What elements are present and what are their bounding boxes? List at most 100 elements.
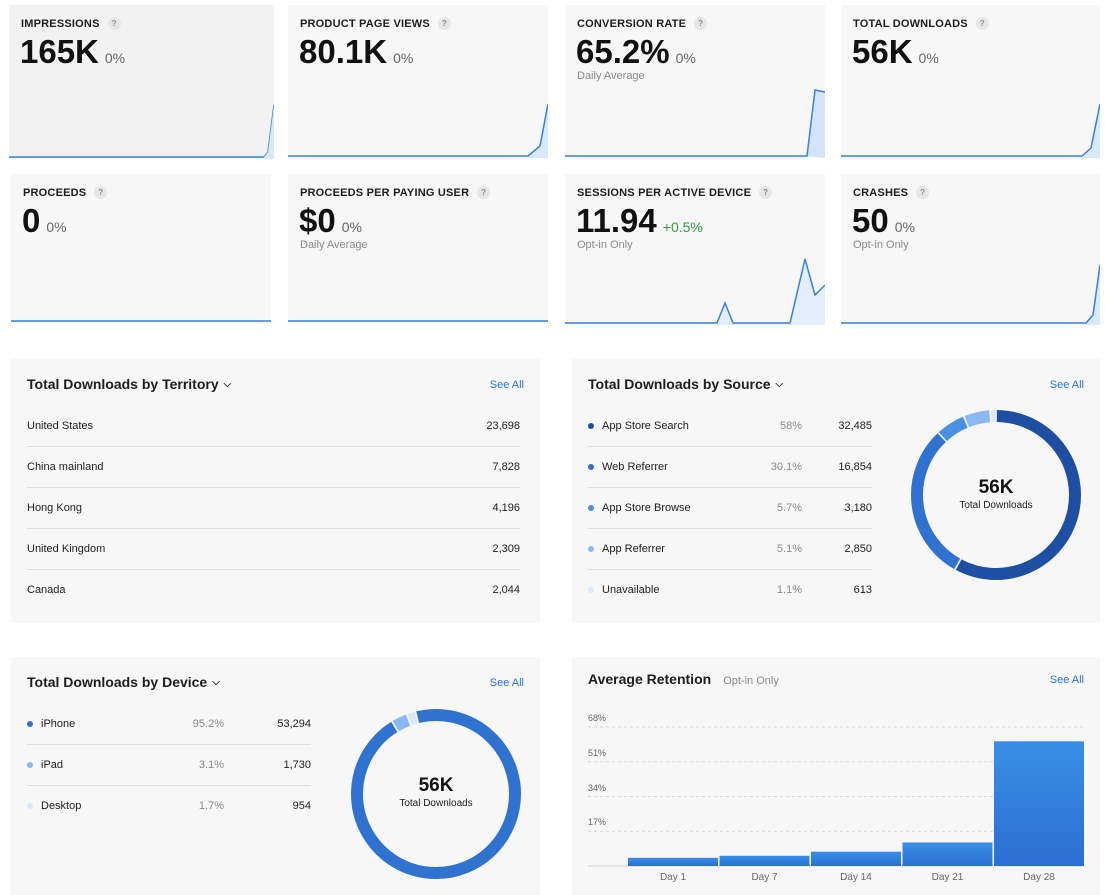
metric-card-proceeds[interactable]: PROCEEDS? 0 0%: [11, 174, 271, 324]
donut-slice[interactable]: [955, 410, 1081, 580]
source-see-all-link[interactable]: See All: [1049, 379, 1084, 391]
metric-change: 0%: [675, 50, 696, 66]
device-donut-chart: [351, 709, 521, 879]
device-percent: 1.7%: [198, 800, 224, 812]
y-tick-label: 34%: [588, 782, 607, 793]
donut-slice[interactable]: [964, 410, 991, 428]
chevron-down-icon[interactable]: ⌵: [223, 379, 232, 390]
help-icon[interactable]: ?: [94, 186, 108, 199]
metric-change: 0%: [341, 219, 362, 235]
list-item[interactable]: iPhone 95.2% 53,294: [27, 704, 311, 745]
metric-title: PRODUCT PAGE VIEWS?: [300, 17, 451, 30]
retention-bar[interactable]: [902, 842, 993, 866]
donut-slice[interactable]: [407, 711, 418, 726]
donut-slice[interactable]: [351, 709, 521, 879]
territory-see-all-link[interactable]: See All: [489, 379, 524, 391]
list-item[interactable]: United Kingdom 2,309: [27, 529, 520, 570]
source-list: App Store Search 58% 32,485 Web Referrer 30…: [588, 406, 872, 610]
list-item[interactable]: App Store Search 58% 32,485: [588, 406, 872, 447]
metric-title: SESSIONS PER ACTIVE DEVICE?: [577, 186, 773, 199]
source-name: Unavailable: [602, 584, 660, 596]
legend-dot: [588, 505, 594, 511]
territory-value: 2,309: [492, 543, 520, 555]
legend-dot: [27, 803, 33, 809]
retention-bar[interactable]: [628, 857, 718, 866]
retention-bar[interactable]: [994, 741, 1084, 866]
metric-card-proceeds-per-paying-user[interactable]: PROCEEDS PER PAYING USER? $0 0% Daily Ave…: [288, 174, 548, 324]
chevron-down-icon[interactable]: ⌵: [775, 379, 784, 390]
help-icon[interactable]: ?: [759, 186, 773, 199]
retention-bar[interactable]: [811, 851, 901, 866]
metric-value: 165K 0%: [20, 33, 126, 70]
metric-title: CRASHES?: [853, 186, 930, 199]
territory-panel-title[interactable]: Total Downloads by Territory ⌵: [27, 376, 232, 392]
help-icon[interactable]: ?: [437, 17, 451, 30]
legend-dot: [588, 464, 594, 470]
source-value: 2,850: [844, 543, 872, 555]
territory-value: 23,698: [486, 420, 520, 432]
list-item[interactable]: Desktop 1.7% 954: [27, 786, 311, 826]
source-name: Web Referrer: [602, 461, 668, 473]
metric-card-crashes[interactable]: CRASHES? 50 0% Opt-in Only: [841, 174, 1100, 325]
help-icon[interactable]: ?: [916, 186, 930, 199]
source-donut-chart: [911, 410, 1081, 580]
chevron-down-icon[interactable]: ⌵: [212, 677, 220, 688]
source-panel-title[interactable]: Total Downloads by Source ⌵: [588, 376, 784, 392]
x-tick-label: Day 7: [751, 872, 778, 883]
metric-value: 0 0%: [22, 202, 67, 239]
list-item[interactable]: Canada 2,044: [27, 570, 520, 610]
list-item[interactable]: Unavailable 1.1% 613: [588, 570, 872, 610]
territory-name: Canada: [27, 584, 66, 596]
metric-value: 80.1K 0%: [299, 33, 414, 70]
retention-bar[interactable]: [719, 855, 810, 866]
list-item[interactable]: Hong Kong 4,196: [27, 488, 520, 529]
legend-dot: [588, 546, 594, 552]
territory-list: United States 23,698 China mainland 7,828 …: [27, 406, 520, 610]
device-see-all-link[interactable]: See All: [489, 677, 524, 689]
y-tick-label: 51%: [588, 747, 607, 758]
source-panel: Total Downloads by Source ⌵ See All App S…: [572, 359, 1100, 623]
list-item[interactable]: iPad 3.1% 1,730: [27, 745, 311, 786]
device-name: iPad: [41, 759, 64, 771]
retention-subtitle: Opt-in Only: [723, 675, 779, 687]
list-item[interactable]: App Store Browse 5.7% 3,180: [588, 488, 872, 529]
y-tick-label: 17%: [588, 817, 607, 828]
source-value: 32,485: [838, 420, 872, 432]
metric-card-conversion-rate[interactable]: CONVERSION RATE? 65.2% 0% Daily Average: [565, 5, 825, 158]
list-item[interactable]: App Referrer 5.1% 2,850: [588, 529, 872, 570]
x-tick-label: Day 1: [659, 872, 687, 883]
total-downloads-sparkline: [841, 103, 1100, 158]
territory-name: United Kingdom: [27, 543, 106, 555]
device-panel: Total Downloads by Device ⌵ See All iPhon…: [11, 657, 540, 895]
metric-subtitle: Daily Average: [577, 70, 645, 82]
list-item[interactable]: China mainland 7,828: [27, 447, 520, 488]
source-value: 16,854: [838, 461, 872, 473]
retention-panel: Average Retention Opt-in Only See All 68%…: [572, 657, 1100, 895]
help-icon[interactable]: ?: [107, 17, 121, 30]
metric-title: PROCEEDS PER PAYING USER?: [300, 186, 491, 199]
source-percent: 5.7%: [776, 502, 802, 514]
metric-value: $0 0%: [299, 202, 362, 239]
help-icon[interactable]: ?: [975, 17, 989, 30]
donut-slice[interactable]: [938, 416, 968, 442]
x-tick-label: Day 14: [840, 872, 872, 883]
list-item[interactable]: United States 23,698: [27, 406, 520, 447]
impressions-sparkline: [9, 104, 274, 159]
help-icon[interactable]: ?: [477, 186, 491, 199]
retention-see-all-link[interactable]: See All: [1049, 674, 1084, 686]
metric-title: CONVERSION RATE?: [577, 17, 708, 30]
conversion-rate-sparkline: [565, 89, 825, 158]
territory-name: Hong Kong: [27, 502, 83, 514]
help-icon[interactable]: ?: [694, 17, 708, 30]
donut-slice[interactable]: [392, 714, 411, 732]
metric-card-sessions-per-active-device[interactable]: SESSIONS PER ACTIVE DEVICE? 11.94 +0.5% O…: [565, 174, 825, 325]
metric-change: 0%: [918, 50, 939, 66]
metric-card-total-downloads[interactable]: TOTAL DOWNLOADS? 56K 0%: [841, 5, 1100, 158]
metric-card-impressions[interactable]: IMPRESSIONS? 165K 0%: [9, 5, 274, 159]
list-item[interactable]: Web Referrer 30.1% 16,854: [588, 447, 872, 488]
metric-title: TOTAL DOWNLOADS?: [853, 17, 989, 30]
device-panel-title[interactable]: Total Downloads by Device ⌵: [27, 674, 220, 690]
donut-slice[interactable]: [911, 433, 961, 570]
metric-card-product-page-views[interactable]: PRODUCT PAGE VIEWS? 80.1K 0%: [288, 5, 548, 158]
metric-subtitle: Opt-in Only: [853, 239, 909, 251]
